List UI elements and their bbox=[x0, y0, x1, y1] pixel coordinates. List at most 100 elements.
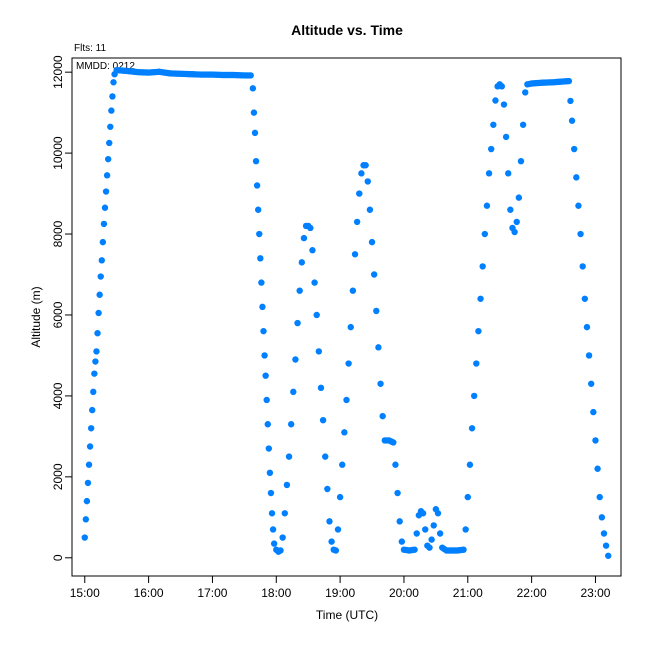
data-point bbox=[428, 536, 435, 543]
data-point bbox=[106, 139, 113, 147]
y-tick-label: 6000 bbox=[51, 301, 65, 328]
data-point bbox=[581, 295, 589, 302]
data-point bbox=[353, 218, 361, 226]
data-point bbox=[300, 234, 308, 242]
data-point bbox=[345, 360, 352, 367]
data-point bbox=[109, 93, 116, 100]
y-tick-label: 10000 bbox=[51, 136, 65, 170]
data-point bbox=[258, 279, 265, 286]
data-point bbox=[322, 453, 329, 460]
data-point bbox=[473, 360, 480, 367]
data-point bbox=[362, 162, 369, 169]
data-point bbox=[343, 396, 350, 404]
data-point bbox=[588, 380, 595, 387]
data-point bbox=[351, 251, 359, 258]
data-point bbox=[605, 552, 612, 559]
x-tick-label: 20:00 bbox=[389, 586, 419, 600]
data-point bbox=[334, 526, 342, 533]
x-axis: 15:00 16:00 17:00 18:00 19:00 20:00 21:00 22:00… bbox=[70, 575, 611, 600]
data-point bbox=[517, 157, 525, 165]
data-point bbox=[462, 526, 469, 533]
data-point bbox=[262, 372, 269, 379]
data-point bbox=[577, 230, 584, 238]
data-point bbox=[436, 530, 444, 537]
data-point bbox=[492, 97, 499, 104]
data-point bbox=[95, 309, 102, 317]
data-point bbox=[470, 392, 478, 400]
x-tick-label: 22:00 bbox=[517, 586, 547, 600]
data-point bbox=[252, 157, 260, 165]
data-point bbox=[294, 319, 301, 327]
data-point bbox=[83, 497, 91, 505]
data-point bbox=[394, 489, 401, 497]
data-point bbox=[319, 416, 327, 424]
data-point bbox=[507, 206, 514, 213]
data-point bbox=[490, 121, 497, 128]
data-point bbox=[313, 311, 320, 319]
data-point bbox=[515, 194, 523, 201]
data-point bbox=[375, 344, 382, 351]
data-point bbox=[108, 107, 115, 114]
data-point bbox=[267, 489, 275, 497]
data-point bbox=[485, 170, 493, 177]
data-point bbox=[91, 370, 98, 377]
data-point bbox=[281, 510, 288, 517]
data-point bbox=[460, 546, 467, 553]
data-point bbox=[487, 145, 495, 153]
data-point bbox=[307, 224, 314, 232]
data-point bbox=[94, 329, 101, 337]
x-tick-label: 21:00 bbox=[453, 586, 483, 600]
data-point bbox=[265, 445, 273, 452]
data-point bbox=[573, 174, 580, 181]
data-point bbox=[498, 83, 506, 90]
x-tick-label: 19:00 bbox=[325, 586, 355, 600]
data-point bbox=[347, 323, 354, 331]
data-point bbox=[290, 388, 297, 396]
data-point bbox=[260, 327, 267, 335]
data-point bbox=[257, 255, 264, 262]
data-point bbox=[264, 421, 271, 428]
data-point bbox=[86, 443, 94, 450]
data-point bbox=[500, 101, 508, 108]
data-point bbox=[411, 546, 418, 553]
chart-title: Altitude vs. Time bbox=[291, 22, 403, 38]
data-point bbox=[93, 348, 100, 355]
data-point bbox=[426, 544, 433, 551]
data-point bbox=[468, 425, 476, 432]
data-point bbox=[419, 510, 427, 517]
data-point bbox=[567, 97, 574, 105]
data-point bbox=[102, 188, 110, 195]
data-point bbox=[434, 510, 442, 517]
data-point bbox=[522, 89, 529, 96]
data-point bbox=[317, 384, 325, 392]
data-point bbox=[309, 247, 316, 254]
data-point bbox=[513, 218, 520, 226]
data-point bbox=[579, 263, 586, 270]
data-point bbox=[398, 538, 406, 545]
data-point bbox=[479, 263, 486, 270]
date-label: MMDD: 0212 bbox=[76, 61, 135, 72]
data-point bbox=[390, 439, 397, 446]
x-tick-label: 23:00 bbox=[580, 586, 610, 600]
data-point bbox=[97, 273, 104, 280]
data-point bbox=[598, 514, 606, 521]
data-point bbox=[328, 538, 335, 545]
data-point bbox=[368, 238, 376, 246]
x-tick-label: 18:00 bbox=[261, 586, 291, 600]
data-point bbox=[600, 530, 608, 537]
data-point bbox=[249, 85, 257, 92]
data-point bbox=[261, 352, 268, 359]
data-point bbox=[100, 220, 108, 228]
data-point bbox=[349, 287, 357, 294]
data-point bbox=[259, 303, 266, 311]
data-point bbox=[90, 388, 97, 396]
data-point bbox=[505, 170, 512, 177]
data-point bbox=[413, 530, 420, 537]
data-point bbox=[250, 109, 258, 116]
data-point bbox=[396, 518, 403, 525]
data-point bbox=[103, 172, 111, 179]
data-point bbox=[466, 461, 474, 468]
x-axis-label: Time (UTC) bbox=[316, 608, 378, 622]
data-point bbox=[99, 238, 107, 246]
data-point bbox=[315, 348, 323, 355]
